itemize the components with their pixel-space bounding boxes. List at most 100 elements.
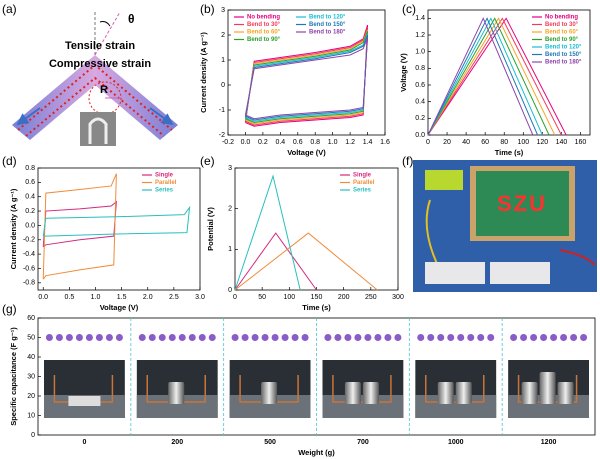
x-axis-label: Weight (g) — [298, 448, 335, 457]
data-point — [55, 334, 63, 341]
x-tick-label: 0.0 — [241, 139, 251, 146]
plot-frame — [234, 167, 399, 291]
data-point — [447, 334, 455, 341]
series-line — [427, 17, 567, 136]
led-text: SZU — [497, 191, 547, 216]
photo-device — [88, 117, 108, 144]
data-point — [384, 334, 392, 341]
data-point — [241, 334, 249, 341]
x-tick-label: -0.2 — [222, 139, 234, 146]
data-point — [188, 334, 196, 341]
theta-label: θ — [128, 12, 135, 26]
series-line — [427, 17, 534, 136]
x-tick-label: 2.0 — [143, 294, 153, 301]
data-point — [560, 334, 568, 341]
data-point — [178, 334, 186, 341]
x-tick-label: 1.4 — [363, 139, 373, 146]
y-axis-label: Current density (A g⁻¹) — [9, 188, 18, 269]
x-tick-label: 40 — [462, 139, 470, 146]
photo-wire — [425, 375, 485, 403]
tensile-line — [17, 63, 173, 131]
series-line — [244, 29, 369, 125]
series-line — [42, 173, 117, 280]
series-line — [234, 232, 378, 291]
y-tick-label: 10 — [27, 412, 35, 419]
plot-frame — [37, 167, 201, 291]
panel-label: (a) — [2, 2, 17, 16]
x-tick-label: 100 — [283, 294, 295, 301]
photo-surface — [415, 395, 497, 418]
y-tick-label: 20 — [27, 393, 35, 400]
x-tick-label: 1.6 — [380, 139, 390, 146]
series-line — [42, 200, 117, 248]
data-point — [530, 334, 538, 341]
breadboard — [476, 171, 569, 236]
legend-label: Bend to 90° — [247, 37, 281, 43]
legend-label: No bending — [545, 15, 578, 21]
panel-label: (c) — [402, 2, 416, 16]
x-tick-label: 500 — [264, 439, 276, 446]
y-tick-label: 40 — [27, 354, 35, 361]
data-point — [65, 334, 73, 341]
legend-label: Bend to 90° — [545, 37, 579, 43]
x-tick-label: 300 — [392, 294, 404, 301]
data-point — [208, 334, 216, 341]
x-tick-label: 0 — [82, 439, 86, 446]
photo-weight — [521, 382, 538, 404]
x-tick-label: 60 — [481, 139, 489, 146]
y-tick-label: 2 — [221, 32, 225, 39]
photo-weight — [261, 382, 278, 404]
data-point — [427, 334, 435, 341]
y-tick-label: 1 — [228, 246, 232, 253]
series-line — [427, 17, 562, 136]
data-point — [271, 334, 279, 341]
y-axis-label: Current density (A g⁻¹) — [199, 32, 208, 113]
panel-f-photo: SZU — [413, 160, 597, 292]
legend-label: Single — [353, 173, 372, 179]
panel-label: (b) — [200, 2, 215, 16]
device — [425, 262, 485, 284]
y-tick-label: 0 — [221, 82, 225, 89]
photo-wire — [332, 375, 392, 403]
photo-weight — [539, 372, 556, 404]
y-tick-label: 0.0 — [25, 222, 35, 229]
data-point — [354, 334, 362, 341]
legend-label: Bend to 60° — [545, 30, 579, 36]
x-tick-label: 0.8 — [310, 139, 320, 146]
angle-arc — [99, 21, 111, 27]
x-tick-label: 1.0 — [328, 139, 338, 146]
guide-line — [94, 11, 121, 56]
arrow — [149, 107, 174, 126]
photo-weight — [455, 382, 472, 404]
data-point — [138, 334, 146, 341]
y-tick-label: 1.0 — [415, 49, 425, 56]
y-tick-label: -0.4 — [23, 251, 35, 258]
data-point — [291, 334, 299, 341]
photo-surface — [44, 395, 125, 418]
x-tick-label: 0.2 — [258, 139, 268, 146]
x-tick-label: 0.5 — [64, 294, 74, 301]
x-axis-label: Voltage (V) — [100, 303, 139, 312]
series-line — [427, 17, 539, 136]
legend-label: Bend to 120° — [545, 45, 582, 51]
x-axis-label: Time (s) — [302, 303, 331, 312]
data-point — [477, 334, 485, 341]
legend-label: Bend to 30° — [545, 22, 579, 28]
data-point — [394, 334, 402, 341]
y-tick-label: 0 — [31, 432, 35, 439]
photo-weight — [557, 382, 574, 404]
x-tick-label: 700 — [357, 439, 369, 446]
legend-label: Bend to 150° — [309, 22, 346, 28]
y-tick-label: 1.4 — [415, 15, 425, 22]
legend-label: Bend to 120° — [309, 15, 346, 21]
data-point — [75, 334, 83, 341]
x-tick-label: 1.0 — [91, 294, 101, 301]
y-tick-label: 2 — [228, 206, 232, 213]
data-point — [487, 334, 495, 341]
data-point — [105, 334, 113, 341]
data-point — [570, 334, 578, 341]
x-tick-label: 3.0 — [195, 294, 205, 301]
radius-label: R — [100, 84, 108, 96]
y-tick-label: 60 — [27, 315, 35, 322]
series-line — [244, 34, 369, 121]
